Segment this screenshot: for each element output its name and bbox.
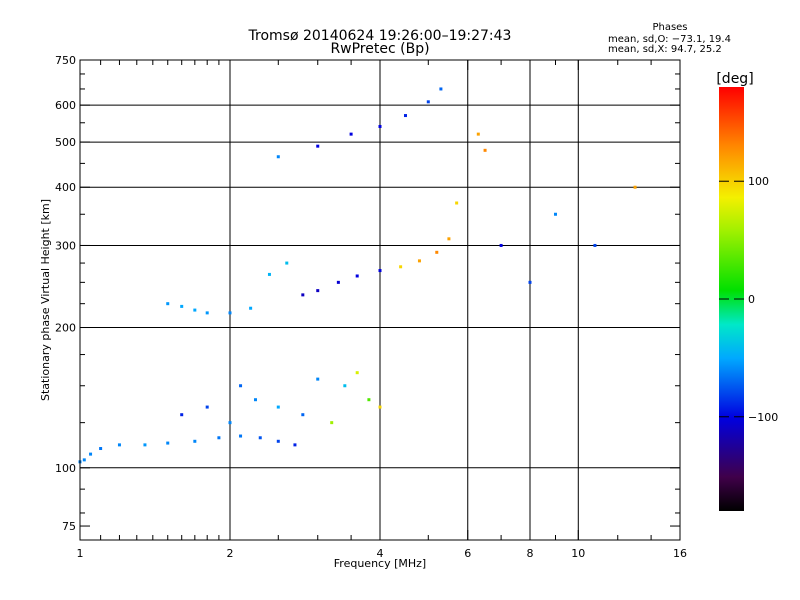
data-point xyxy=(528,280,532,284)
y-tick-label: 100 xyxy=(55,462,76,475)
y-tick-label: 200 xyxy=(55,322,76,335)
chart-title: Tromsø 20140624 19:26:00–19:27:43 xyxy=(248,28,512,44)
data-point xyxy=(349,132,353,136)
y-tick-label: 600 xyxy=(55,99,76,112)
data-point xyxy=(378,269,382,273)
x-tick-label: 10 xyxy=(571,547,585,560)
data-point xyxy=(301,293,305,297)
data-point xyxy=(378,124,382,128)
data-point xyxy=(166,302,170,306)
data-points xyxy=(78,87,637,464)
data-point xyxy=(276,439,280,443)
data-point xyxy=(276,405,280,409)
plot-frame xyxy=(79,59,681,541)
data-point xyxy=(476,132,480,136)
x-tick-label: 6 xyxy=(464,547,471,560)
data-point xyxy=(193,439,197,443)
data-point xyxy=(435,250,439,254)
data-point xyxy=(228,421,232,425)
data-point xyxy=(399,265,403,269)
tick-labels: 1 2 4 6 8 10 16 75 100 200 300 400 500 600 750 xyxy=(55,54,687,560)
gridlines xyxy=(80,60,680,540)
data-point xyxy=(117,443,121,447)
phase-stats-x: mean, sd,X: 94.7, 25.2 xyxy=(608,44,722,55)
data-point xyxy=(417,259,421,263)
data-point xyxy=(276,155,280,159)
data-point xyxy=(355,274,359,278)
data-point xyxy=(267,272,271,276)
x-axis-label: Frequency [MHz] xyxy=(334,557,426,570)
data-point xyxy=(143,443,147,447)
data-point xyxy=(426,100,430,104)
colorbar-tick-label: −100 xyxy=(748,411,778,424)
x-tick-label: 16 xyxy=(673,547,687,560)
data-point xyxy=(330,421,334,425)
y-axis-label: Stationary phase Virtual Height [km] xyxy=(39,199,52,401)
data-point xyxy=(343,384,347,388)
data-point xyxy=(316,144,320,148)
y-tick-label: 500 xyxy=(55,136,76,149)
data-point xyxy=(258,436,262,440)
data-point xyxy=(253,398,257,402)
data-point xyxy=(180,304,184,308)
data-point xyxy=(593,243,597,247)
x-tick-label: 2 xyxy=(227,547,234,560)
chart-subtitle: RwPretec (Bp) xyxy=(330,41,429,57)
y-tick-label: 75 xyxy=(62,520,76,533)
x-tick-label: 8 xyxy=(527,547,534,560)
data-point xyxy=(553,212,557,216)
colorbar-tick-label: 0 xyxy=(748,293,755,306)
data-point xyxy=(355,371,359,375)
data-point xyxy=(239,384,243,388)
data-point xyxy=(180,413,184,417)
data-point xyxy=(239,434,243,438)
data-point xyxy=(455,201,459,205)
data-point xyxy=(217,436,221,440)
data-point xyxy=(378,405,382,409)
data-point xyxy=(99,447,103,451)
colorbar-tick-label: 100 xyxy=(748,175,769,188)
data-point xyxy=(285,261,289,265)
data-point xyxy=(89,452,93,456)
data-point xyxy=(228,311,232,315)
colorbar-label: [deg] xyxy=(716,71,753,87)
data-point xyxy=(447,237,451,241)
y-tick-label: 300 xyxy=(55,239,76,252)
data-point xyxy=(633,185,637,189)
y-tick-label: 400 xyxy=(55,181,76,194)
x-tick-label: 1 xyxy=(77,547,84,560)
data-point xyxy=(166,441,170,445)
data-point xyxy=(205,311,209,315)
data-point xyxy=(483,148,487,152)
data-point xyxy=(205,405,209,409)
colorbar-ticks: 100 0 −100 xyxy=(719,175,778,424)
data-point xyxy=(293,443,297,447)
data-point xyxy=(439,87,443,91)
data-point xyxy=(499,243,503,247)
phase-stats-o: mean, sd,O: −73.1, 19.4 xyxy=(608,34,731,45)
data-point xyxy=(336,280,340,284)
data-point xyxy=(249,306,253,310)
data-point xyxy=(193,308,197,312)
data-point xyxy=(82,458,86,462)
data-point xyxy=(301,413,305,417)
data-point xyxy=(316,377,320,381)
data-point xyxy=(403,114,407,118)
phase-stats-heading: Phases xyxy=(652,22,687,33)
x-tick-label: 4 xyxy=(377,547,384,560)
data-point xyxy=(367,398,371,402)
data-point xyxy=(316,289,320,293)
y-tick-label: 750 xyxy=(55,54,76,67)
